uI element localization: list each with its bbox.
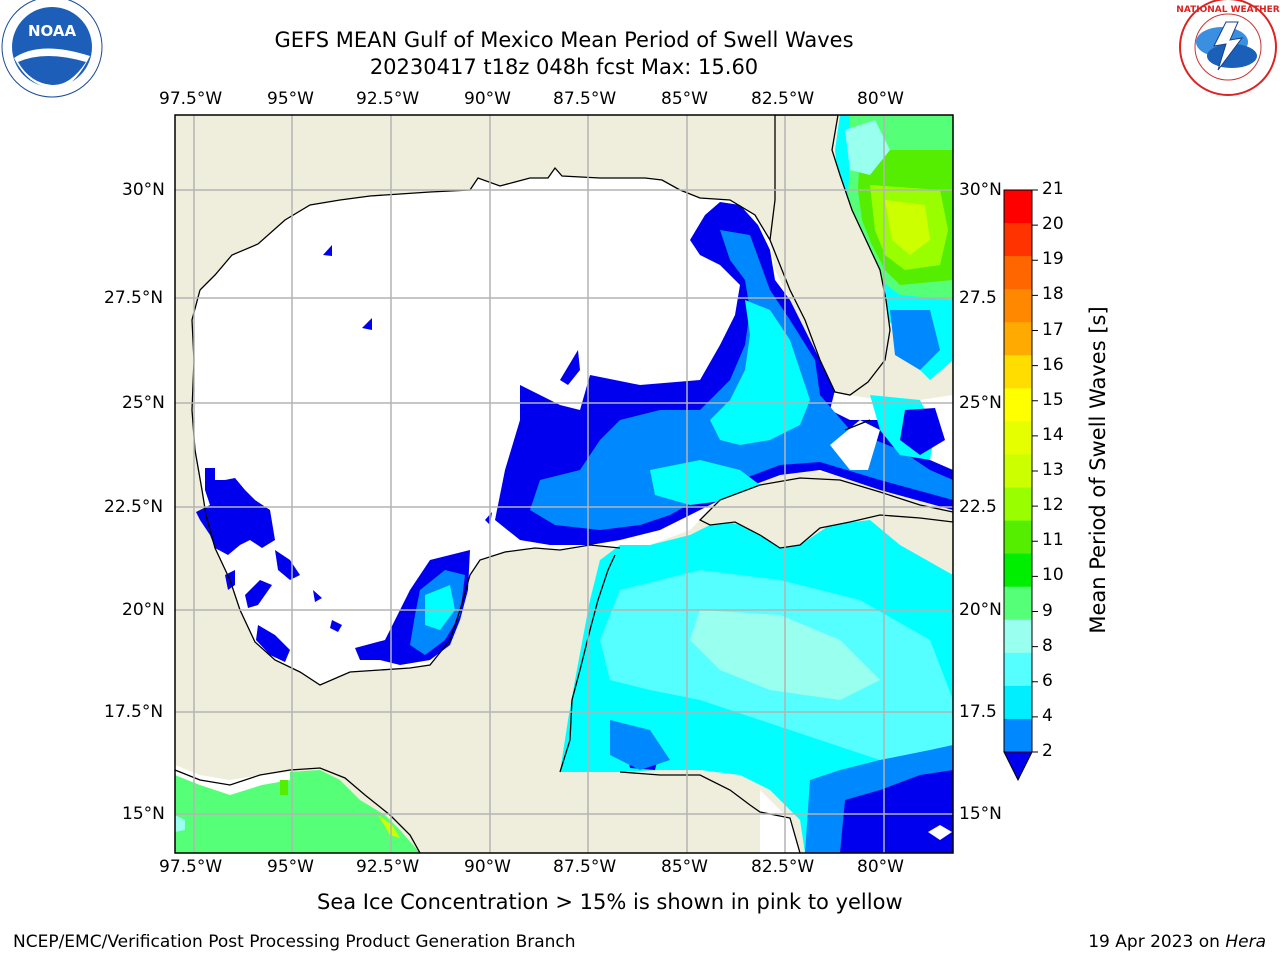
lon-label-bottom: 92.5°W <box>356 857 420 877</box>
colorbar-tick-label: 21 <box>1042 179 1064 199</box>
lat-label-left: 30°N <box>122 180 165 200</box>
lat-label-right: 17.5 <box>959 702 997 722</box>
colorbar-tick-label: 13 <box>1042 460 1064 480</box>
colorbar-tick-label: 18 <box>1042 284 1064 305</box>
colorbar-tick-label: 14 <box>1042 424 1064 445</box>
colorbar-band <box>1004 190 1032 224</box>
svg-text:NATIONAL WEATHER: NATIONAL WEATHER <box>1176 5 1279 15</box>
nws-logo: NATIONAL WEATHER <box>1176 0 1280 96</box>
lat-label-right: 22.5 <box>959 497 997 517</box>
lon-label-bottom: 82.5°W <box>751 857 815 877</box>
lat-label-right: 27.5 <box>959 288 997 308</box>
lat-label-left: 20°N <box>122 600 165 620</box>
lon-label-top: 87.5°W <box>553 89 617 109</box>
colorbar-band <box>1004 553 1032 588</box>
colorbar-band <box>1004 289 1032 323</box>
lat-label-left: 25°N <box>122 393 165 413</box>
colorbar-tick-label: 19 <box>1042 249 1064 270</box>
lat-label-left: 22.5°N <box>104 497 164 517</box>
lat-label-right: 20°N <box>959 600 1002 620</box>
central-america-coast <box>559 554 616 773</box>
footer-branch: NCEP/EMC/Verification Post Processing Pr… <box>13 932 576 952</box>
gulf-coastline <box>191 166 771 686</box>
lat-label-right: 15°N <box>959 804 1002 824</box>
lat-label-right: 25°N <box>959 393 1002 413</box>
lon-label-bottom: 85°W <box>661 857 708 877</box>
lon-label-bottom: 95°W <box>267 857 314 877</box>
colorbar-tick-label: 20 <box>1042 214 1064 235</box>
footer-host: Hera <box>1225 932 1266 952</box>
noaa-logo: NOAA <box>1 0 103 98</box>
colorbar-band <box>1004 223 1032 257</box>
colorbar-tick-label: 11 <box>1042 530 1064 551</box>
colorbar-tick-label: 17 <box>1042 319 1064 340</box>
map-title: GEFS MEAN Gulf of Mexico Mean Period of … <box>274 28 854 52</box>
colorbar-tick-label: 2 <box>1042 741 1053 761</box>
lon-label-top: 92.5°W <box>356 89 420 109</box>
colorbar-band <box>1004 718 1032 753</box>
colorbar-tick-label: 4 <box>1042 705 1053 726</box>
cuba-landmass <box>698 477 953 549</box>
colorbar-band <box>1004 322 1032 356</box>
lat-label-left: 15°N <box>122 804 165 824</box>
colorbar-tick-label: 9 <box>1042 600 1053 621</box>
colorbar-tick-label: 8 <box>1042 635 1053 656</box>
lon-label-top: 80°W <box>857 89 904 109</box>
map-subtitle: 20230417 t18z 048h fcst Max: 15.60 <box>369 55 759 79</box>
lat-label-right: 30°N <box>959 180 1002 200</box>
graticule <box>175 115 953 853</box>
lon-label-top: 95°W <box>267 89 314 109</box>
lon-label-top: 90°W <box>464 89 511 109</box>
colorbar-tick-label: 10 <box>1042 565 1064 586</box>
colorbar-band <box>1004 421 1032 455</box>
lon-label-top: 85°W <box>661 89 708 109</box>
colorbar-band <box>1004 388 1032 422</box>
colorbar-tick-label: 12 <box>1042 495 1064 516</box>
lon-label-bottom: 97.5°W <box>159 857 223 877</box>
colorbar-band <box>1004 355 1032 389</box>
map-frame <box>174 114 954 854</box>
colorbar-band <box>1004 586 1032 621</box>
colorbar-tick-label: 15 <box>1042 389 1064 410</box>
sea-ice-note: Sea Ice Concentration > 15% is shown in … <box>317 890 903 914</box>
colorbar <box>1003 189 1038 782</box>
footer-date-text: 19 Apr 2023 on <box>1088 932 1226 952</box>
colorbar-band <box>1004 256 1032 290</box>
lon-label-bottom: 87.5°W <box>553 857 617 877</box>
colorbar-band <box>1004 487 1032 522</box>
footer-date: 19 Apr 2023 on Hera <box>1088 932 1266 952</box>
map-plot <box>175 115 953 853</box>
lon-label-bottom: 80°W <box>857 857 904 877</box>
lat-label-left: 17.5°N <box>104 702 164 722</box>
colorbar-tick-label: 6 <box>1042 670 1053 691</box>
colorbar-title: Mean Period of Swell Waves [s] <box>1086 306 1110 634</box>
colorbar-extend-triangle <box>1003 751 1033 782</box>
colorbar-band <box>1004 454 1032 489</box>
lon-label-top: 82.5°W <box>751 89 815 109</box>
colorbar-band <box>1004 619 1032 654</box>
lon-label-top: 97.5°W <box>159 89 223 109</box>
lon-label-bottom: 90°W <box>464 857 511 877</box>
colorbar-band <box>1004 652 1032 687</box>
colorbar-band <box>1004 685 1032 720</box>
lat-label-left: 27.5°N <box>104 288 164 308</box>
colorbar-tick-label: 16 <box>1042 354 1064 375</box>
florida-coast <box>769 115 891 396</box>
svg-text:NOAA: NOAA <box>28 22 77 40</box>
colorbar-band <box>1004 520 1032 555</box>
